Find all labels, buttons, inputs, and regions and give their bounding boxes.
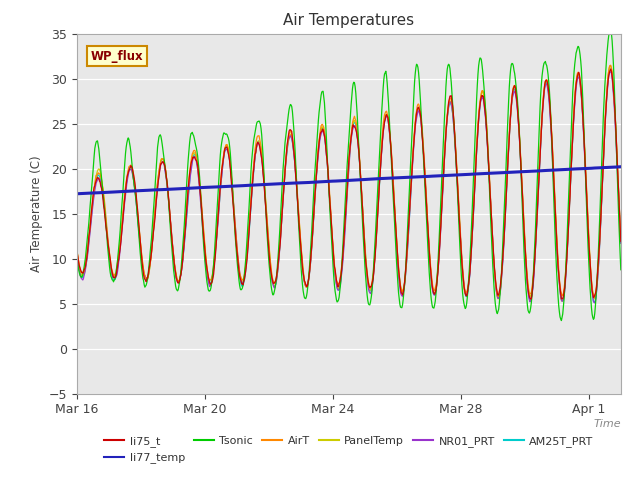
Y-axis label: Air Temperature (C): Air Temperature (C) <box>30 156 43 272</box>
Title: Air Temperatures: Air Temperatures <box>284 13 414 28</box>
Text: WP_flux: WP_flux <box>90 50 143 63</box>
Legend: li75_t, li77_temp, Tsonic, AirT, PanelTemp, NR01_PRT, AM25T_PRT: li75_t, li77_temp, Tsonic, AirT, PanelTe… <box>100 432 598 468</box>
Text: Time: Time <box>593 419 621 429</box>
